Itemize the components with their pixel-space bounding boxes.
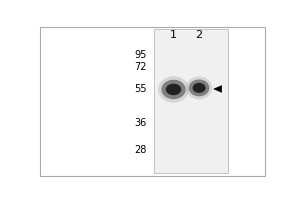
Ellipse shape xyxy=(186,76,212,99)
Text: 36: 36 xyxy=(134,118,147,128)
Polygon shape xyxy=(213,85,222,93)
Text: 2: 2 xyxy=(196,30,203,40)
Text: 72: 72 xyxy=(134,62,147,72)
Ellipse shape xyxy=(189,79,209,96)
Ellipse shape xyxy=(166,84,181,95)
Text: 1: 1 xyxy=(170,30,177,40)
Text: 28: 28 xyxy=(134,145,147,155)
Ellipse shape xyxy=(158,76,189,103)
Ellipse shape xyxy=(193,83,206,93)
Text: 95: 95 xyxy=(134,50,147,60)
FancyBboxPatch shape xyxy=(40,27,266,176)
Text: 55: 55 xyxy=(134,84,147,94)
Ellipse shape xyxy=(161,80,186,99)
FancyBboxPatch shape xyxy=(154,29,228,173)
